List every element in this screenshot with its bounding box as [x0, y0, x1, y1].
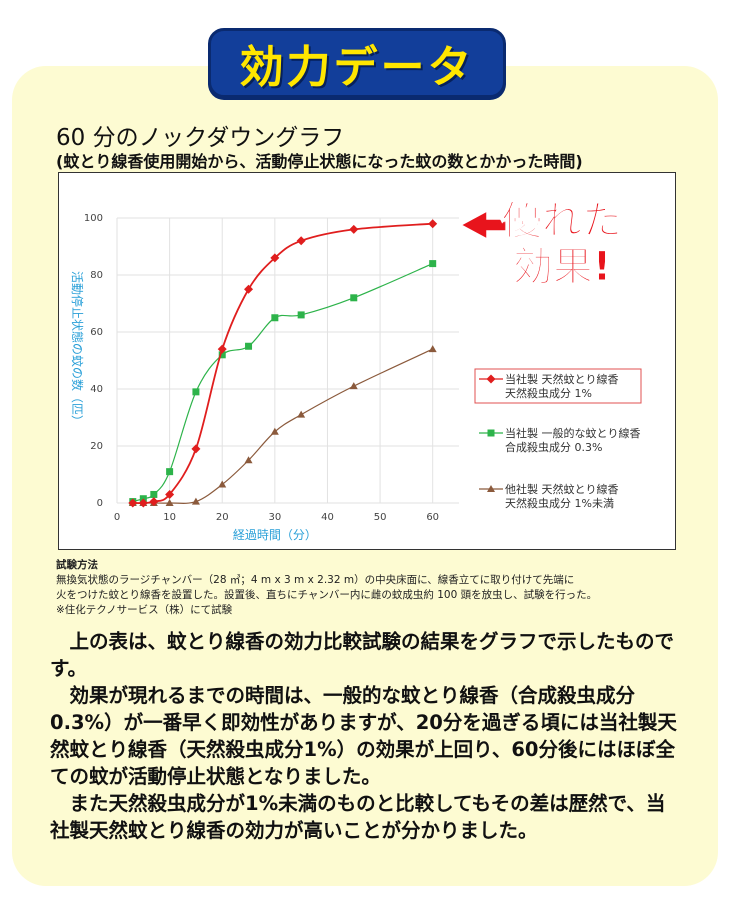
- data-point: [270, 253, 280, 263]
- x-tick-label: 10: [163, 512, 176, 523]
- test-method-title: 試験方法: [56, 559, 98, 571]
- data-point: [191, 444, 201, 454]
- test-method: 試験方法 無換気状態のラージチャンバー（28 ㎥；4 m x 3 m x 2.3…: [56, 558, 676, 618]
- callout-text: 優れた 効果!: [498, 198, 626, 291]
- data-point: [244, 284, 254, 294]
- legend-label: 天然殺虫成分 1%: [505, 386, 592, 400]
- test-method-line-1: 無換気状態のラージチャンバー（28 ㎥；4 m x 3 m x 2.32 m）の…: [56, 574, 575, 586]
- data-point: [270, 427, 279, 435]
- x-tick-label: 0: [114, 512, 120, 523]
- x-tick-label: 60: [426, 512, 439, 523]
- x-tick-label: 50: [374, 512, 387, 523]
- data-point: [296, 236, 306, 246]
- data-point: [191, 497, 200, 505]
- data-point: [166, 468, 174, 476]
- callout-arrow: [459, 209, 510, 241]
- data-point: [487, 429, 495, 437]
- legend-highlight-box: [474, 368, 642, 404]
- series-line: [132, 348, 433, 504]
- chart-frame: 0 20 40 60 80 100 0 10 20 30 40 50 60 当社製 天然蚊とり線香 天然殺…: [58, 172, 676, 550]
- x-tick-label: 30: [268, 512, 281, 523]
- data-point: [428, 219, 438, 229]
- description-paragraph-1: 上の表は、蚊とり線香の効力比較試験の結果をグラフで示したものです。: [50, 630, 675, 680]
- y-tick-label: 40: [90, 384, 103, 395]
- data-point: [487, 485, 495, 492]
- data-point: [128, 498, 138, 508]
- chart-title: 60 分のノックダウングラフ: [56, 125, 345, 151]
- data-point: [244, 456, 253, 464]
- x-tick-label: 40: [321, 512, 334, 523]
- series-line: [132, 263, 433, 503]
- legend-label: 当社製 天然蚊とり線香: [505, 372, 619, 386]
- legend-label: 合成殺虫成分 0.3%: [505, 440, 602, 454]
- data-point: [218, 480, 227, 488]
- y-tick-label: 60: [90, 327, 103, 338]
- x-axis-label: 経過時間（分）: [233, 528, 317, 542]
- data-point: [150, 490, 158, 498]
- data-point: [165, 499, 174, 506]
- knockdown-chart: 0 20 40 60 80 100 0 10 20 30 40 50 60 当社製 天然蚊とり線香天然殺…: [70, 209, 642, 542]
- data-point: [297, 311, 305, 319]
- section-banner: 効力データ: [208, 28, 506, 98]
- y-tick-label: 0: [97, 498, 103, 509]
- y-axis-label: 活動停止状態の蚊の数（匹）: [70, 271, 85, 427]
- data-point: [245, 342, 253, 350]
- series-3: [128, 345, 437, 506]
- callout-line-1: 優れた: [502, 198, 623, 245]
- data-point: [217, 344, 227, 354]
- banner-label: 効力データ: [239, 42, 475, 93]
- data-point: [271, 314, 279, 322]
- data-point: [218, 351, 226, 359]
- callout-line-2: 効果!: [512, 244, 612, 291]
- data-point: [429, 260, 437, 268]
- chart-subtitle: (蚊とり線香使用開始から、活動停止状態になった蚊の数とかかった時間): [56, 152, 583, 171]
- series-line: [132, 222, 433, 505]
- data-point: [349, 382, 358, 390]
- y-tick-label: 100: [84, 213, 103, 224]
- series-2: [129, 260, 437, 506]
- x-tick-label: 20: [216, 512, 229, 523]
- description: 上の表は、蚊とり線香の効力比較試験の結果をグラフで示したものです。 効果が現れる…: [50, 628, 680, 844]
- data-point: [350, 294, 358, 302]
- data-point: [138, 498, 148, 508]
- test-method-note: ※住化テクノサービス（株）にて試験: [56, 604, 233, 616]
- test-method-line-2: 火をつけた蚊とり線香を設置した。設置後、直ちにチャンバー内に雌の蚊成虫約 100…: [56, 589, 598, 601]
- legend-label: 他社製 天然蚊とり線香: [505, 482, 619, 496]
- description-paragraph-3: また天然殺虫成分が1%未満のものと比較してもその差は歴然で、当社製天然蚊とり線香…: [50, 792, 666, 842]
- description-paragraph-2: 効果が現れるまでの時間は、一般的な蚊とり線香（合成殺虫成分0.3%）が一番早く即…: [50, 684, 677, 788]
- data-point: [297, 410, 306, 418]
- data-point: [149, 497, 159, 507]
- data-point: [192, 388, 200, 396]
- data-point: [165, 489, 175, 499]
- data-point: [428, 345, 437, 353]
- data-point: [349, 224, 359, 234]
- y-tick-label: 80: [90, 270, 103, 281]
- legend-label: 天然殺虫成分 1%未満: [505, 496, 614, 510]
- series-1: [128, 219, 438, 508]
- legend-label: 当社製 一般的な蚊とり線香: [505, 426, 641, 440]
- data-point: [486, 374, 496, 384]
- y-tick-label: 20: [90, 441, 103, 452]
